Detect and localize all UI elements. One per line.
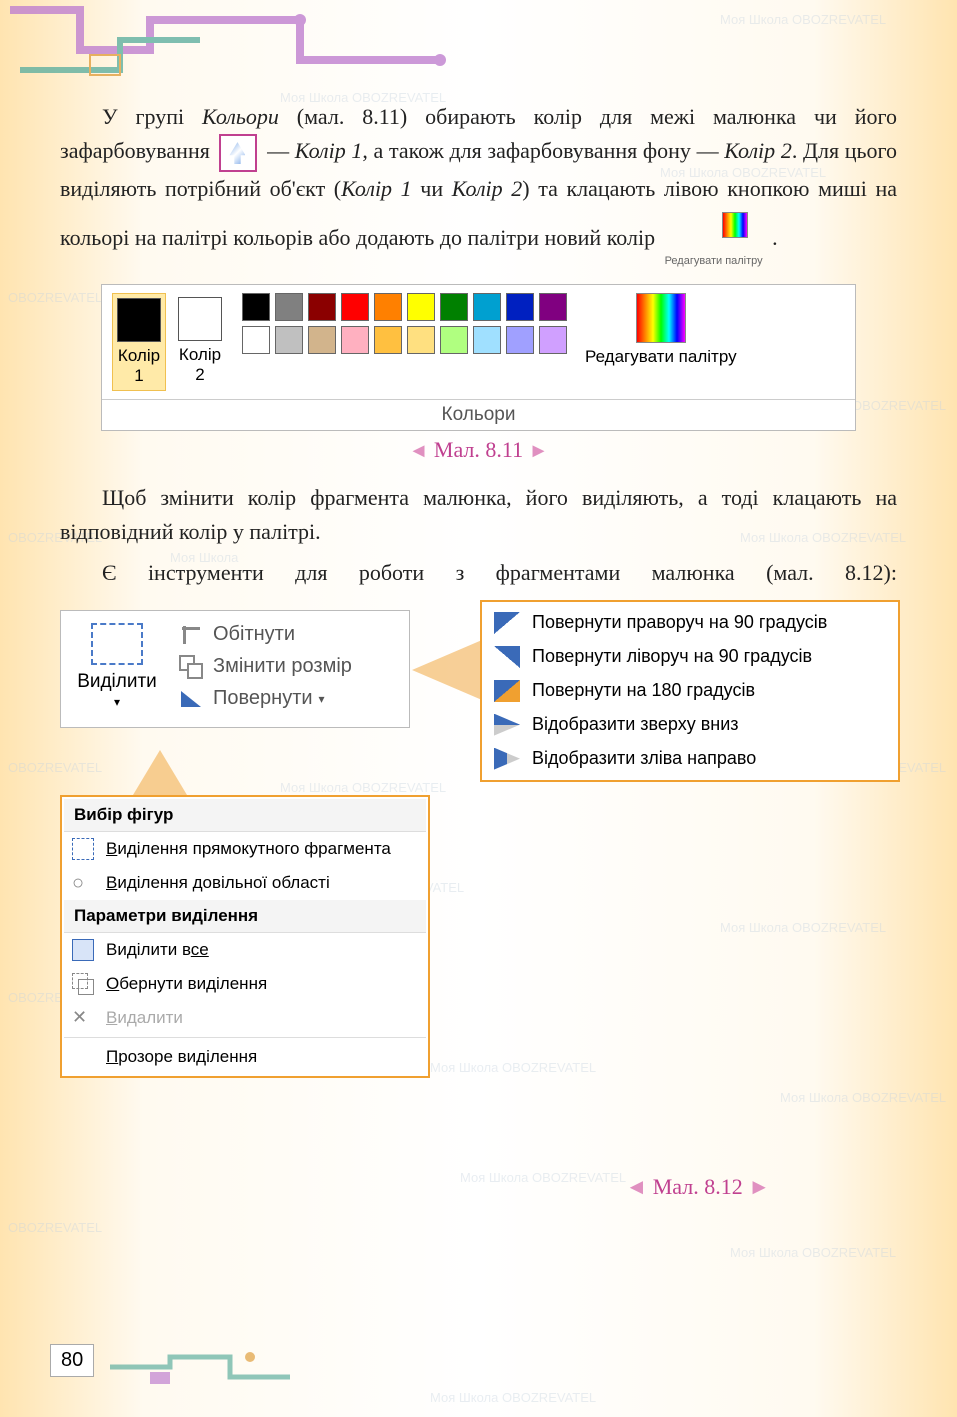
edit-palette-label: Редагувати палітру: [585, 347, 737, 367]
select-rect-icon: [91, 623, 143, 665]
resize-button[interactable]: Змінити розмір: [173, 651, 358, 683]
resize-icon: [179, 655, 203, 679]
palette-swatch[interactable]: [308, 293, 336, 321]
crop-label: Обітнути: [213, 623, 295, 646]
fill-tool-icon: [219, 134, 257, 172]
palette-swatch[interactable]: [539, 326, 567, 354]
invert-icon: [72, 973, 94, 995]
select-dropdown-arrow[interactable]: ▾: [114, 695, 120, 710]
palette-swatch[interactable]: [374, 293, 402, 321]
rotate-left-90-item[interactable]: Повернути ліворуч на 90 градусів: [486, 640, 894, 674]
rect-select-icon: [72, 838, 94, 860]
palette-swatch[interactable]: [539, 293, 567, 321]
select-all-icon: [72, 939, 94, 961]
select-tool-button[interactable]: Виділити ▾: [67, 619, 167, 715]
invert-selection-item[interactable]: Обернути виділення: [64, 967, 426, 1001]
page-number: 80: [50, 1344, 94, 1377]
bottom-decoration: [110, 1347, 290, 1387]
rainbow-big-icon: [636, 293, 686, 343]
colors-panel: Колір1 Колір2 Редагувати палітру Кольори: [101, 284, 856, 431]
rotate-button[interactable]: Повернути ▾: [173, 683, 358, 715]
rotate-left-icon: [494, 646, 520, 668]
palette-swatch[interactable]: [275, 293, 303, 321]
flip-vertical-item[interactable]: Відобразити зверху вниз: [486, 708, 894, 742]
rect-selection-item[interactable]: Виділення прямокутного фрагмента: [64, 832, 426, 866]
transparent-icon: [72, 1046, 94, 1068]
rotate-right-label: Повернути праворуч на 90 градусів: [532, 612, 827, 633]
rotate-180-item[interactable]: Повернути на 180 градусів: [486, 674, 894, 708]
rotate-right-icon: [494, 612, 520, 634]
crop-button[interactable]: Обітнути: [173, 619, 358, 651]
free-select-icon: [72, 872, 94, 894]
image-tools-panel: Виділити ▾ Обітнути Змінити розмір Повер…: [60, 610, 410, 728]
palette-swatch[interactable]: [473, 326, 501, 354]
color2-label: Колір2: [179, 345, 221, 385]
palette-swatch[interactable]: [242, 293, 270, 321]
palette-swatch[interactable]: [506, 293, 534, 321]
flip-h-label: Відобразити зліва направо: [532, 748, 756, 769]
edit-palette-button[interactable]: Редагувати палітру: [585, 293, 737, 367]
palette-swatch[interactable]: [407, 293, 435, 321]
paragraph-1: У групі Кольори (мал. 8.11) обирають кол…: [60, 100, 897, 274]
palette-swatch[interactable]: [275, 326, 303, 354]
rotate-left-label: Повернути ліворуч на 90 градусів: [532, 646, 812, 667]
color-palette: [242, 293, 567, 354]
palette-swatch[interactable]: [506, 326, 534, 354]
crop-icon: [179, 623, 203, 647]
paragraph-3: Є інструменти для роботи з фрагментами м…: [60, 556, 897, 590]
palette-swatch[interactable]: [242, 326, 270, 354]
flip-h-icon: [494, 748, 520, 770]
palette-swatch[interactable]: [473, 293, 501, 321]
color1-swatch: [117, 298, 161, 342]
rotate-label: Повернути: [213, 687, 313, 710]
callout-arrow-select: [130, 750, 190, 800]
figure-8-12-caption: ◄ Мал. 8.12 ►: [625, 1174, 770, 1200]
callout-arrow-rotate: [412, 640, 482, 700]
select-all-item[interactable]: Виділити все: [64, 933, 426, 967]
color2-swatch: [178, 297, 222, 341]
rainbow-icon: [722, 212, 748, 238]
free-selection-item[interactable]: Виділення довільної області: [64, 866, 426, 900]
rotate-right-90-item[interactable]: Повернути праворуч на 90 градусів: [486, 606, 894, 640]
rotate-dropdown-arrow[interactable]: ▾: [319, 692, 325, 706]
select-menu: Вибір фігур Виділення прямокутного фрагм…: [60, 795, 430, 1078]
figure-8-11-caption: ◄ Мал. 8.11 ►: [60, 437, 897, 463]
palette-swatch[interactable]: [440, 293, 468, 321]
color1-button[interactable]: Колір1: [112, 293, 166, 391]
palette-swatch[interactable]: [440, 326, 468, 354]
flip-v-icon: [494, 714, 520, 736]
transparent-selection-item[interactable]: Прозоре виділення: [64, 1040, 426, 1074]
color1-label: Колір1: [118, 346, 160, 386]
rotate-180-icon: [494, 680, 520, 702]
flip-v-label: Відобразити зверху вниз: [532, 714, 739, 735]
paragraph-2: Щоб змінити колір фрагмента малюнка, йог…: [60, 481, 897, 549]
rotate-180-label: Повернути на 180 градусів: [532, 680, 755, 701]
palette-swatch[interactable]: [341, 326, 369, 354]
rotate-menu: Повернути праворуч на 90 градусів Поверн…: [480, 600, 900, 782]
flip-horizontal-item[interactable]: Відобразити зліва направо: [486, 742, 894, 776]
colors-panel-title: Кольори: [102, 399, 855, 430]
select-shapes-header: Вибір фігур: [64, 799, 426, 832]
resize-label: Змінити розмір: [213, 655, 352, 678]
select-params-header: Параметри виділення: [64, 900, 426, 933]
mini-edit-palette-label: Редагувати палітру: [665, 255, 763, 267]
watermark: Моя Школа OBOZREVATEL: [430, 1390, 596, 1405]
delete-selection-item[interactable]: Видалити: [64, 1001, 426, 1035]
palette-swatch[interactable]: [341, 293, 369, 321]
palette-swatch[interactable]: [308, 326, 336, 354]
rotate-icon: [179, 687, 203, 711]
delete-icon: [72, 1007, 94, 1029]
palette-swatch[interactable]: [407, 326, 435, 354]
select-label: Виділити: [77, 671, 157, 693]
color2-button[interactable]: Колір2: [174, 293, 226, 389]
palette-swatch[interactable]: [374, 326, 402, 354]
